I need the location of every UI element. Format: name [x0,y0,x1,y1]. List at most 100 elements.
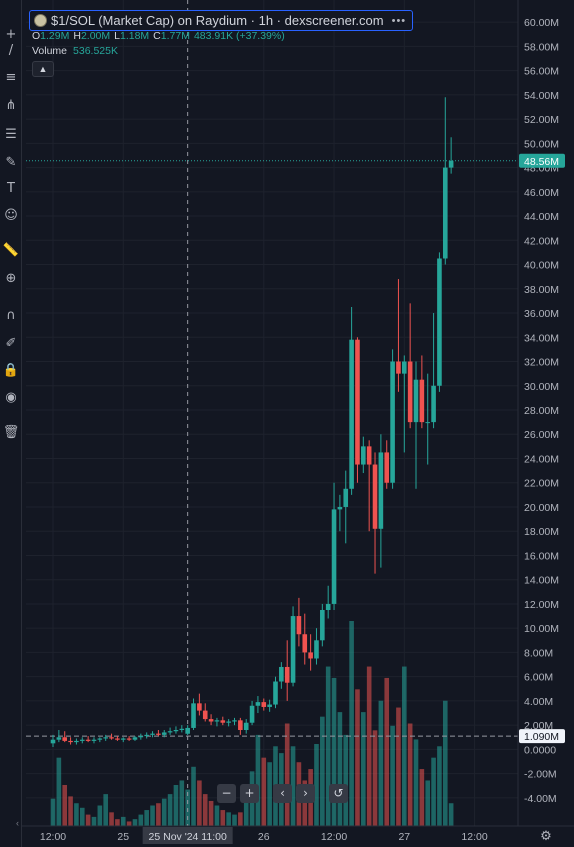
x-tick-label: 27 [398,831,410,843]
volume-bar [56,757,62,826]
candle-body [132,737,138,740]
candle-body [202,710,208,720]
volume-bar [97,805,103,826]
volume-bar [384,677,390,826]
volume-bar [372,730,378,826]
volume-bar [202,794,208,826]
price-chart[interactable]: 60.00M58.00M56.00M54.00M52.00M50.00M48.0… [22,0,574,847]
legend-title-bar[interactable]: $1/SOL (Market Cap) on Raydium · 1h · de… [29,10,414,31]
volume-bar [425,780,431,826]
last-price-label-bg [519,153,565,168]
y-tick-label: 28.00M [524,405,559,417]
volume-bar [115,819,120,826]
candle-body [448,160,454,168]
x-tick-label: 12:00 [321,831,347,843]
reference-price-label-bg [519,729,565,744]
volume-bar [261,757,267,826]
candle-body [437,258,442,386]
candle-body [85,739,91,741]
candle-body [372,464,378,529]
collapse-legend-button[interactable]: ▲ [32,61,54,77]
y-tick-label: 56.00M [524,66,559,78]
zoom-in-button[interactable]: + [240,784,259,803]
volume-bar [132,819,138,826]
volume-bar [355,689,360,826]
lock-icon[interactable]: 🔒 [2,363,20,378]
volume-bar [109,812,114,826]
trend-line-icon[interactable]: / [8,43,14,58]
volume-bar [74,803,79,826]
volume-bar [120,816,126,826]
candle-body [290,616,296,683]
horizontal-lines-icon[interactable]: ≡ [5,70,17,85]
volume-bar [150,805,155,826]
open-label: O [32,30,41,42]
volume-bar [325,666,331,826]
volume-bar [402,666,407,826]
minus-icon: − [221,786,232,800]
candle-body [243,722,249,730]
trash-icon[interactable]: 🗑 [2,425,20,440]
y-tick-label: 36.00M [524,308,559,320]
candle-body [62,737,68,741]
volume-bar [349,621,354,826]
reset-icon: ↺ [333,786,344,800]
reset-chart-button[interactable]: ↺ [329,784,348,803]
close-label: C [153,30,161,42]
candle-body [331,509,337,604]
volume-bar [396,707,401,826]
fib-icon[interactable]: ☰ [5,127,17,142]
y-tick-label: 6.00M [524,672,553,684]
volume-bar [91,816,97,826]
volume-bar [337,712,343,826]
text-icon[interactable]: T [7,181,15,196]
x-tick-label: 12:00 [461,831,487,843]
candle-body [396,361,401,374]
magnet-icon[interactable]: ∩ [6,308,16,323]
more-dots-icon[interactable]: ••• [391,14,407,27]
high-label: H [73,30,81,42]
brush-icon[interactable]: ✎ [5,155,17,170]
scroll-right-button[interactable]: › [296,784,315,803]
scroll-left-icon[interactable]: ‹ [16,818,19,828]
candle-body [378,452,384,529]
eye-icon[interactable]: ◉ [5,390,17,405]
candle-body [302,634,308,653]
x-tick-label: 26 [258,831,270,843]
candle-body [361,446,366,465]
pitchfork-icon[interactable]: ⋔ [5,98,17,113]
candle-body [103,737,108,739]
candle-body [185,727,190,734]
y-tick-label: 38.00M [524,284,559,296]
gear-icon[interactable]: ⚙ [540,829,552,844]
zoom-out-button[interactable]: − [217,784,236,803]
ruler-icon[interactable]: 📏 [2,243,20,258]
low-label: L [114,30,120,42]
volume-bar [442,700,448,826]
candle-body [50,739,56,744]
volume-bar [431,757,436,826]
chart-navigation: − + ‹ › ↺ [217,784,348,803]
volume-bar [62,785,68,826]
candle-body [144,734,149,737]
plus-icon: + [244,786,255,800]
candle-body [337,506,343,510]
last-price-label: 48.56M [524,156,559,168]
scroll-left-button[interactable]: ‹ [273,784,292,803]
low-value: 1.18M [119,30,150,42]
volume-bar [331,677,337,826]
candle-body [384,452,390,483]
y-tick-label: 22.00M [524,478,559,490]
candle-body [325,603,331,610]
candle-body [56,737,62,740]
y-tick-label: 44.00M [524,211,559,223]
close-value: 1.77M [160,30,190,42]
y-tick-label: 8.00M [524,647,553,659]
zoom-in-icon[interactable]: ⊕ [5,271,17,286]
emoji-icon[interactable]: ☺ [4,208,18,223]
crosshair-icon[interactable]: + [5,27,17,42]
volume-bar [208,800,214,826]
lock-drawing-icon[interactable]: ✐ [5,336,17,351]
candle-body [97,738,103,740]
candle-body [115,738,120,740]
